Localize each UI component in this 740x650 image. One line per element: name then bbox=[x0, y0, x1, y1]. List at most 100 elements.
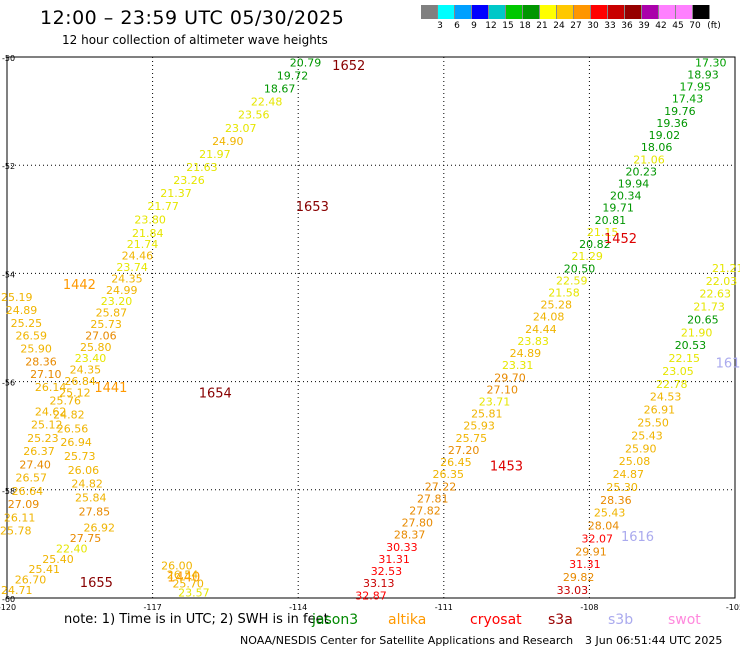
pass-time-label: 1653 bbox=[296, 200, 329, 215]
wave-height-value: 26.91 bbox=[644, 404, 676, 417]
wave-height-value: 19.36 bbox=[656, 117, 688, 130]
wave-height-value: 23.74 bbox=[116, 261, 148, 274]
lat-tick-label: -54 bbox=[2, 270, 15, 279]
legend-swatch bbox=[489, 5, 506, 19]
wave-height-value: 25.40 bbox=[42, 553, 74, 566]
legend-tick-label: 15 bbox=[502, 21, 514, 31]
legend-tick-label: 33 bbox=[604, 21, 616, 31]
wave-height-value: 20.34 bbox=[610, 190, 642, 203]
legend-tick-label: 18 bbox=[519, 21, 531, 31]
wave-height-value: 26.11 bbox=[4, 511, 36, 524]
lon-tick-label: -108 bbox=[580, 603, 598, 610]
wave-height-value: 24.08 bbox=[533, 311, 565, 324]
legend-swatch bbox=[506, 5, 523, 19]
wave-height-value: 32.53 bbox=[371, 565, 403, 578]
wave-height-value: 25.87 bbox=[96, 307, 128, 320]
wave-height-value: 26.14 bbox=[35, 381, 67, 394]
wave-height-value: 25.70 bbox=[172, 578, 204, 591]
wave-height-value: 23.40 bbox=[75, 352, 107, 365]
lon-tick-label: -114 bbox=[289, 603, 307, 610]
legend-swatch bbox=[591, 5, 608, 19]
wave-height-value: 26.37 bbox=[23, 445, 55, 458]
wave-height-value: 17.30 bbox=[695, 56, 727, 69]
wave-height-value: 26.57 bbox=[16, 472, 48, 485]
wave-height-value: 21.29 bbox=[571, 250, 603, 263]
lat-tick-label: -52 bbox=[2, 162, 15, 171]
wave-height-map: -50 -52 -54 -56 -58 -60-120 -117 -114 -111 -108 -1… bbox=[0, 54, 740, 610]
lat-tick-label: -58 bbox=[2, 487, 15, 496]
wave-height-value: 19.72 bbox=[277, 69, 309, 82]
wave-height-value: 21.77 bbox=[147, 200, 179, 213]
wave-height-value: 25.43 bbox=[594, 507, 626, 520]
wave-height-value: 27.85 bbox=[79, 505, 111, 518]
wave-height-value: 29.91 bbox=[575, 545, 607, 558]
pass-time-label: 1652 bbox=[332, 59, 365, 74]
pass-time-label: 1440 bbox=[167, 570, 200, 585]
lon-tick-label: -120 bbox=[0, 603, 16, 610]
legend-swatch bbox=[642, 5, 659, 19]
legend-swatch bbox=[421, 5, 438, 19]
legend-swatch bbox=[676, 5, 693, 19]
wave-height-value: 18.93 bbox=[687, 69, 719, 82]
wave-height-value: 23.07 bbox=[225, 122, 257, 135]
lon-tick-label: -117 bbox=[144, 603, 162, 610]
wave-height-value: 31.31 bbox=[569, 558, 601, 571]
lat-tick-label: -50 bbox=[2, 54, 15, 63]
wave-height-value: 27.81 bbox=[417, 492, 449, 505]
legend-tick-label: 45 bbox=[672, 21, 684, 31]
wave-height-value: 20.79 bbox=[290, 56, 322, 69]
pass-time-label: 161 bbox=[716, 357, 740, 372]
wave-height-value: 22.78 bbox=[656, 378, 688, 391]
wave-height-value: 25.30 bbox=[606, 481, 638, 494]
pass-time-label: 1452 bbox=[604, 232, 637, 247]
wave-height-value: 25.90 bbox=[625, 442, 657, 455]
wave-height-value: 27.40 bbox=[19, 458, 51, 471]
wave-height-value: 24.90 bbox=[212, 135, 244, 148]
wave-height-value: 21.58 bbox=[548, 287, 580, 300]
wave-height-value: 23.31 bbox=[502, 359, 534, 372]
wave-height-value: 24.44 bbox=[525, 323, 557, 336]
wave-height-value: 25.81 bbox=[471, 408, 503, 421]
wave-height-value: 23.26 bbox=[173, 174, 205, 187]
wave-height-value: 18.06 bbox=[641, 141, 673, 154]
legend-tick-label: 24 bbox=[553, 21, 565, 31]
legend-tick-label: 30 bbox=[587, 21, 599, 31]
wave-height-value: 24.46 bbox=[122, 250, 154, 263]
wave-height-value: 25.23 bbox=[27, 432, 59, 445]
wave-height-value: 25.80 bbox=[80, 341, 112, 354]
wave-height-value: 28.36 bbox=[25, 355, 57, 368]
legend-swatch bbox=[659, 5, 676, 19]
credit-line: NOAA/NESDIS Center for Satellite Applica… bbox=[240, 634, 574, 647]
map-frame bbox=[6, 56, 736, 599]
wave-height-value: 26.59 bbox=[16, 330, 48, 343]
wave-height-value: 25.75 bbox=[456, 432, 488, 445]
wave-height-value: 17.95 bbox=[680, 81, 712, 94]
wave-height-value: 24.35 bbox=[70, 364, 102, 377]
wave-height-value: 20.82 bbox=[579, 238, 611, 251]
wave-height-value: 21.74 bbox=[127, 238, 159, 251]
wave-height-value: 28.04 bbox=[588, 520, 620, 533]
wave-height-value: 23.80 bbox=[134, 213, 166, 226]
wave-height-value: 22.63 bbox=[700, 288, 732, 301]
wave-height-value: 27.09 bbox=[8, 498, 40, 511]
pass-time-label: 1616 bbox=[621, 530, 654, 545]
wave-height-value: 25.12 bbox=[59, 386, 91, 399]
pass-time-label: 1441 bbox=[94, 381, 127, 396]
lat-tick-label: -56 bbox=[2, 379, 15, 388]
wave-height-value: 31.31 bbox=[378, 553, 410, 566]
legend-tick-label: 27 bbox=[570, 21, 582, 31]
legend-tick-label: 3 bbox=[437, 21, 443, 31]
wave-height-value: 26.06 bbox=[68, 464, 100, 477]
pass-time-label: 1655 bbox=[80, 576, 113, 591]
wave-height-value: 17.43 bbox=[672, 93, 704, 106]
wave-height-value: 27.82 bbox=[409, 505, 441, 518]
wave-height-value: 26.70 bbox=[15, 574, 47, 587]
wave-height-value: 21.90 bbox=[681, 326, 713, 339]
legend-swatch bbox=[472, 5, 489, 19]
wave-height-value: 28.37 bbox=[394, 529, 426, 542]
legend-swatch bbox=[523, 5, 540, 19]
wave-height-value: 21.06 bbox=[633, 153, 665, 166]
wave-height-value: 18.67 bbox=[264, 83, 296, 96]
mission-swot: swot bbox=[668, 612, 701, 628]
lon-tick-label: -105 bbox=[726, 603, 740, 610]
